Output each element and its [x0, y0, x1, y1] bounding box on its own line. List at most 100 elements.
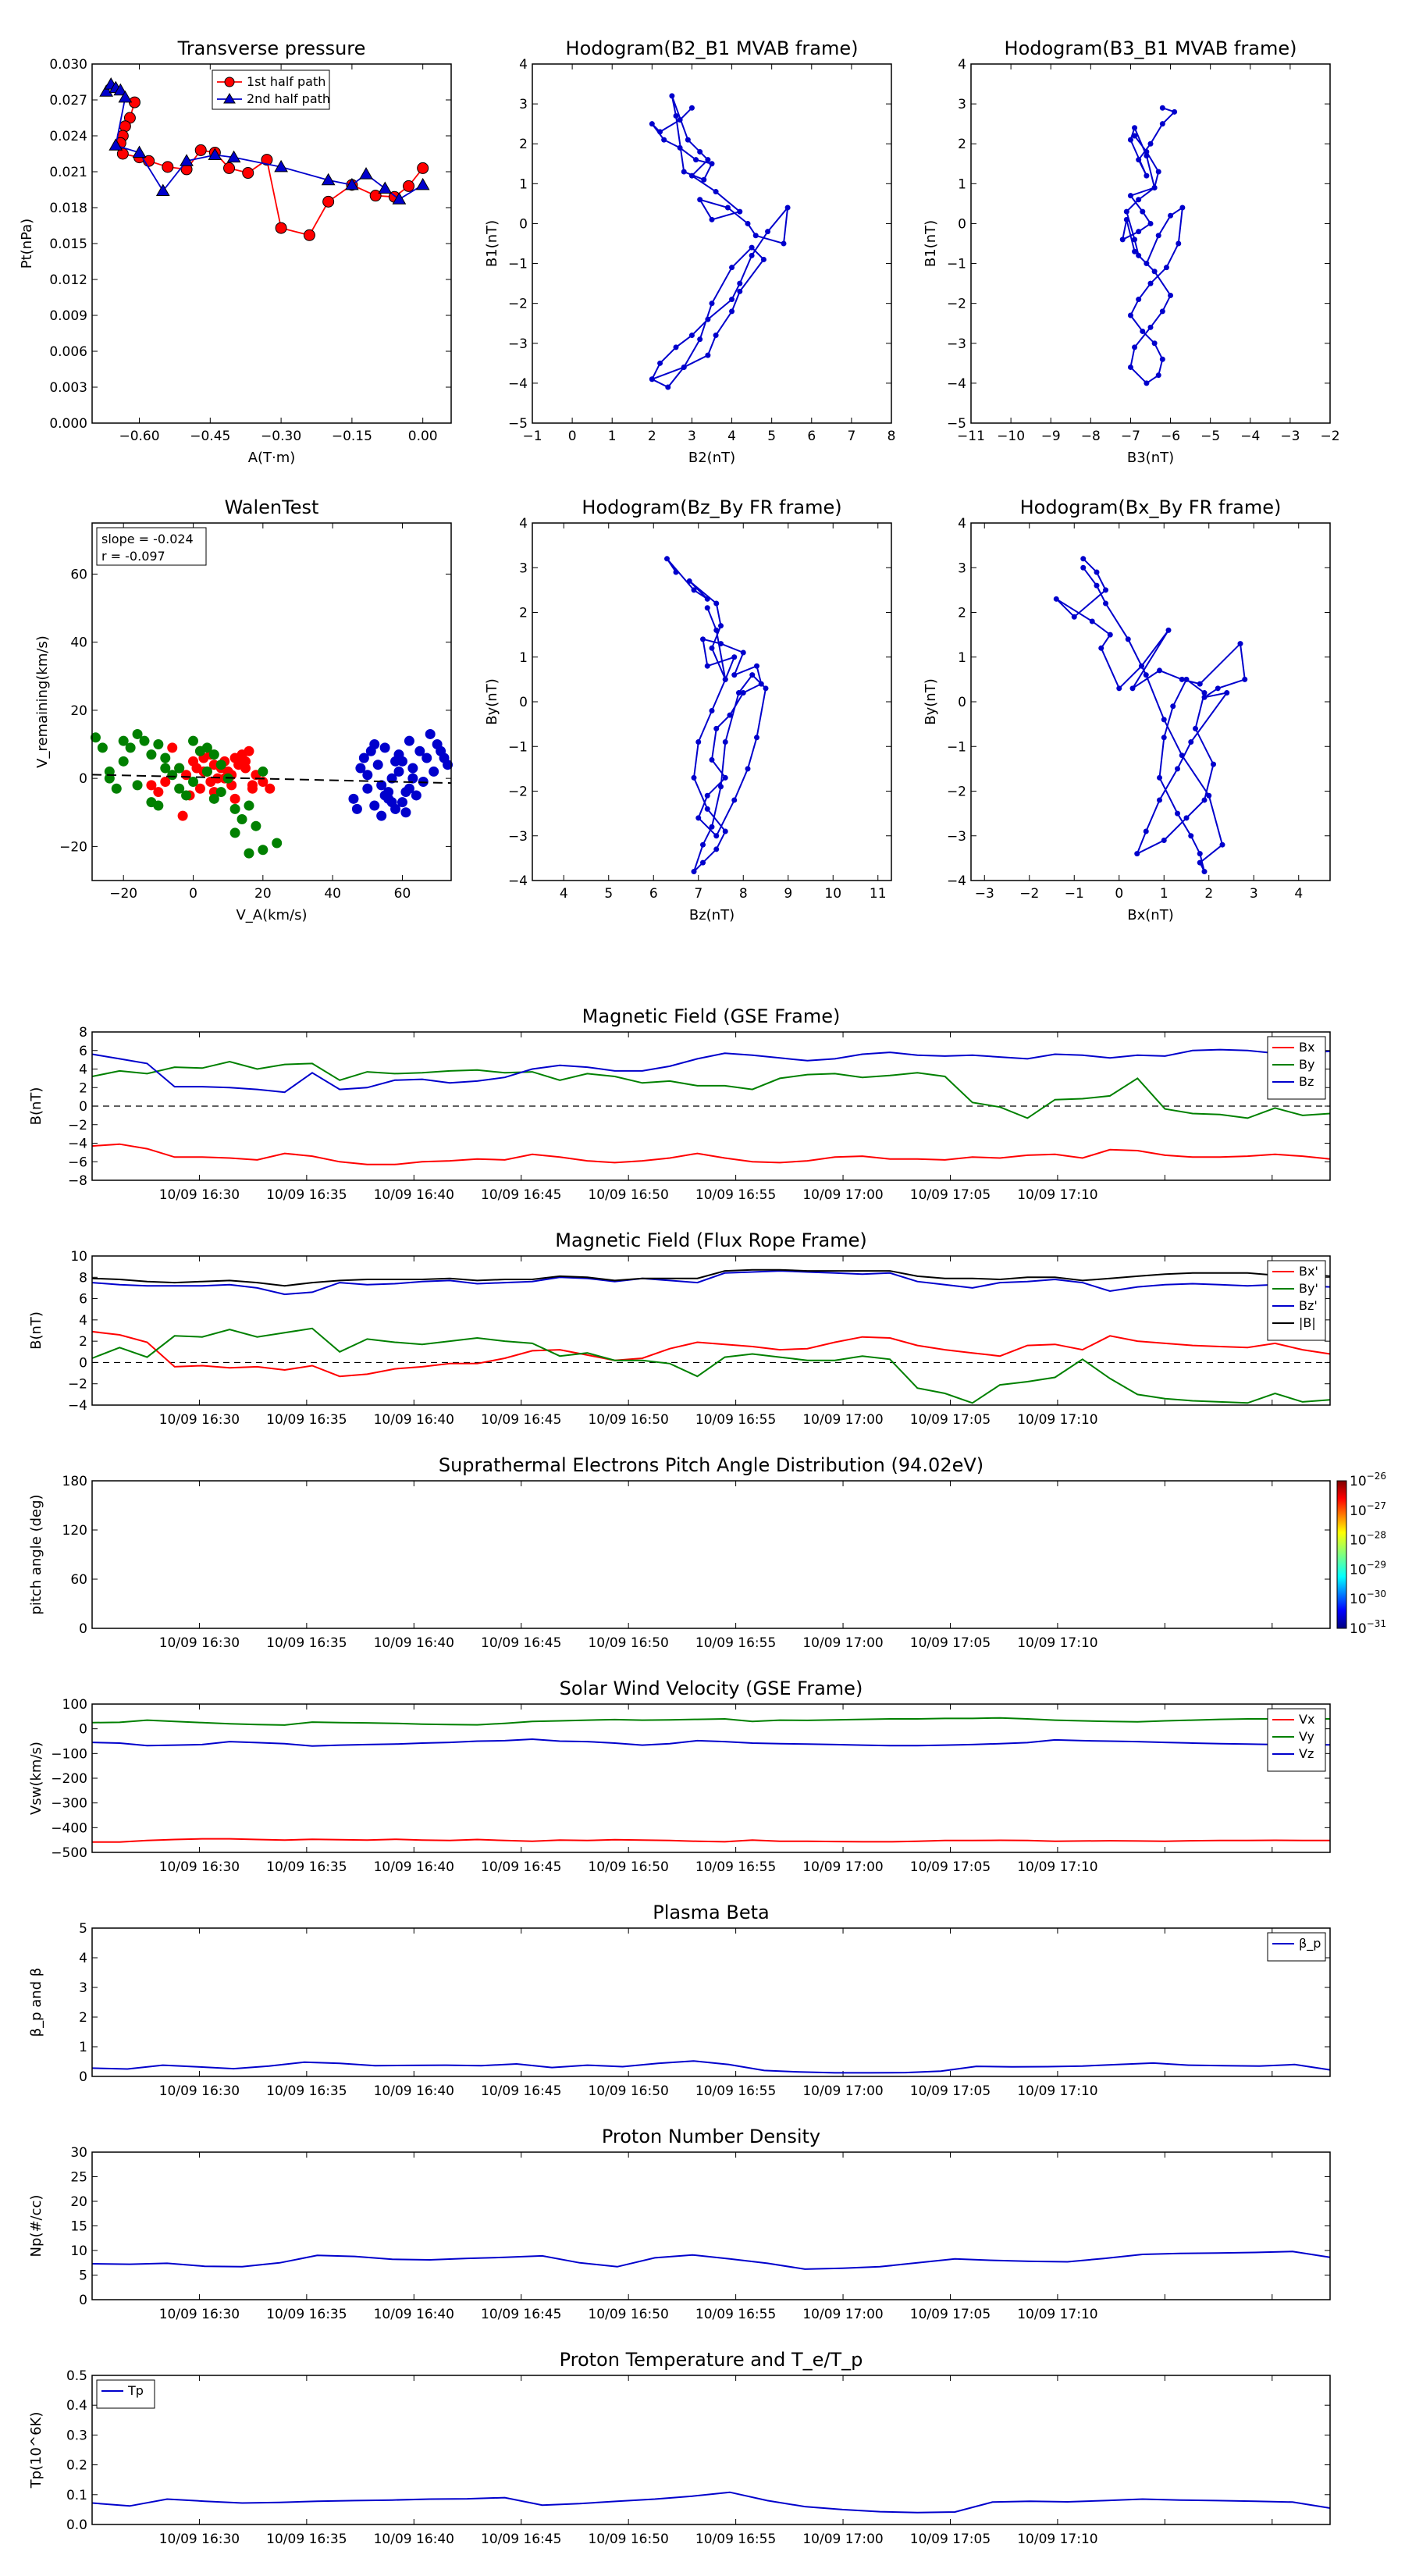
time-tick-label: 10/09 17:00 — [802, 1412, 883, 1428]
y-tick-label: −1 — [508, 257, 528, 272]
data-point — [443, 760, 454, 770]
y-tick-label: 6 — [79, 1044, 87, 1059]
data-point — [258, 845, 269, 856]
data-point — [1197, 859, 1203, 866]
data-point — [1147, 141, 1154, 147]
x-tick-label: −0.60 — [119, 429, 159, 444]
x-tick-label: 3 — [688, 429, 696, 444]
x-tick-label: 11 — [870, 886, 887, 902]
time-tick-label: 10/09 16:35 — [266, 2083, 347, 2099]
y-axis-label: Tp(10^6K) — [28, 2412, 44, 2489]
data-point — [345, 177, 359, 190]
data-point — [713, 833, 720, 839]
data-point — [118, 90, 133, 103]
colorbar-tick-label: 10−31 — [1350, 1618, 1386, 1637]
y-tick-label: −2 — [68, 1118, 87, 1133]
data-point — [1197, 851, 1203, 857]
time-tick-label: 10/09 16:50 — [588, 1859, 668, 1875]
y-tick-label: 8 — [79, 1270, 87, 1286]
data-point — [155, 183, 170, 197]
series-line — [91, 2250, 1331, 2270]
x-tick-label: 4 — [560, 886, 568, 902]
colorbar-tick-label: 10−27 — [1350, 1500, 1386, 1519]
data-point — [731, 654, 738, 660]
colorbar-tick-label: 10−26 — [1350, 1471, 1386, 1489]
y-tick-label: 4 — [79, 1313, 87, 1329]
x-tick-label: 0 — [568, 429, 577, 444]
time-tick-label: 10/09 16:40 — [374, 1635, 454, 1651]
time-tick-label: 10/09 17:10 — [1017, 1187, 1097, 1203]
time-tick-label: 10/09 16:50 — [588, 2307, 668, 2322]
chart-title: Magnetic Field (Flux Rope Frame) — [555, 1229, 866, 1251]
y-tick-label: 4 — [79, 1951, 87, 1966]
series-line — [91, 1738, 1331, 1747]
time-tick-label: 10/09 16:45 — [481, 1635, 561, 1651]
y-tick-label: 0.5 — [66, 2368, 87, 2384]
time-tick-label: 10/09 17:05 — [910, 2307, 991, 2322]
data-point — [729, 265, 735, 271]
data-point — [403, 180, 415, 192]
data-point — [669, 93, 675, 99]
data-point — [1143, 828, 1149, 834]
data-point — [303, 229, 315, 241]
x-tick-label: −2 — [1019, 886, 1039, 902]
data-point — [781, 240, 787, 247]
y-tick-label: −2 — [508, 297, 528, 312]
y-tick-label: 0.4 — [66, 2398, 87, 2414]
data-point — [1103, 587, 1108, 593]
chart-title: Hodogram(Bz_By FR frame) — [582, 496, 841, 518]
hodogram-chart-h2: Hodogram(B3_B1 MVAB frame)−5−4−3−2−10123… — [923, 37, 1340, 466]
time-tick-label: 10/09 16:40 — [374, 1859, 454, 1875]
data-point — [125, 742, 136, 753]
y-tick-label: 0 — [79, 1355, 87, 1371]
data-point — [1132, 125, 1138, 131]
x-tick-label: −2 — [1320, 429, 1339, 444]
y-tick-label: 1 — [958, 176, 966, 192]
data-point — [1144, 148, 1150, 155]
data-point — [242, 167, 254, 180]
data-point — [1159, 121, 1165, 127]
x-tick-label: 20 — [254, 886, 272, 902]
legend-label: |B| — [1299, 1315, 1316, 1330]
x-tick-label: 1 — [608, 429, 617, 444]
x-tick-label: 10 — [824, 886, 841, 902]
time-tick-label: 10/09 17:05 — [910, 2083, 991, 2099]
time-tick-label: 10/09 16:40 — [374, 1187, 454, 1203]
hodogram-line — [1055, 558, 1246, 872]
data-point — [1179, 753, 1185, 759]
chart-title: Transverse pressure — [177, 37, 366, 59]
data-point — [693, 157, 699, 163]
data-point — [1155, 169, 1161, 175]
data-point — [697, 148, 703, 155]
data-point — [1080, 564, 1087, 571]
data-point — [701, 176, 707, 183]
y-tick-label: −2 — [508, 785, 528, 800]
data-point — [1127, 137, 1133, 143]
y-tick-label: 1 — [519, 176, 528, 192]
data-point — [359, 167, 373, 180]
data-point — [709, 756, 715, 763]
data-point — [1134, 851, 1140, 857]
data-point — [372, 760, 383, 770]
y-tick-label: 2 — [519, 606, 528, 621]
time-tick-label: 10/09 17:10 — [1017, 2307, 1097, 2322]
data-point — [697, 197, 703, 203]
y-axis-label: pitch angle (deg) — [28, 1494, 44, 1614]
y-tick-label: −20 — [59, 839, 87, 855]
data-point — [752, 233, 759, 239]
data-point — [649, 121, 655, 127]
data-point — [177, 810, 188, 821]
data-point — [167, 742, 178, 753]
data-point — [275, 222, 287, 234]
data-point — [718, 623, 724, 629]
data-point — [685, 137, 691, 143]
y-tick-label: 0.012 — [49, 272, 87, 288]
data-point — [1155, 372, 1161, 379]
y-tick-label: 5 — [79, 2268, 87, 2284]
time-tick-label: 10/09 16:55 — [695, 1412, 776, 1428]
data-point — [111, 783, 122, 794]
data-point — [348, 793, 359, 804]
timeseries-chart-vsw: Solar Wind Velocity (GSE Frame) −500 −400 −… — [28, 1678, 1331, 1875]
time-tick-label: 10/09 17:00 — [802, 1859, 883, 1875]
legend-box — [96, 2379, 155, 2409]
